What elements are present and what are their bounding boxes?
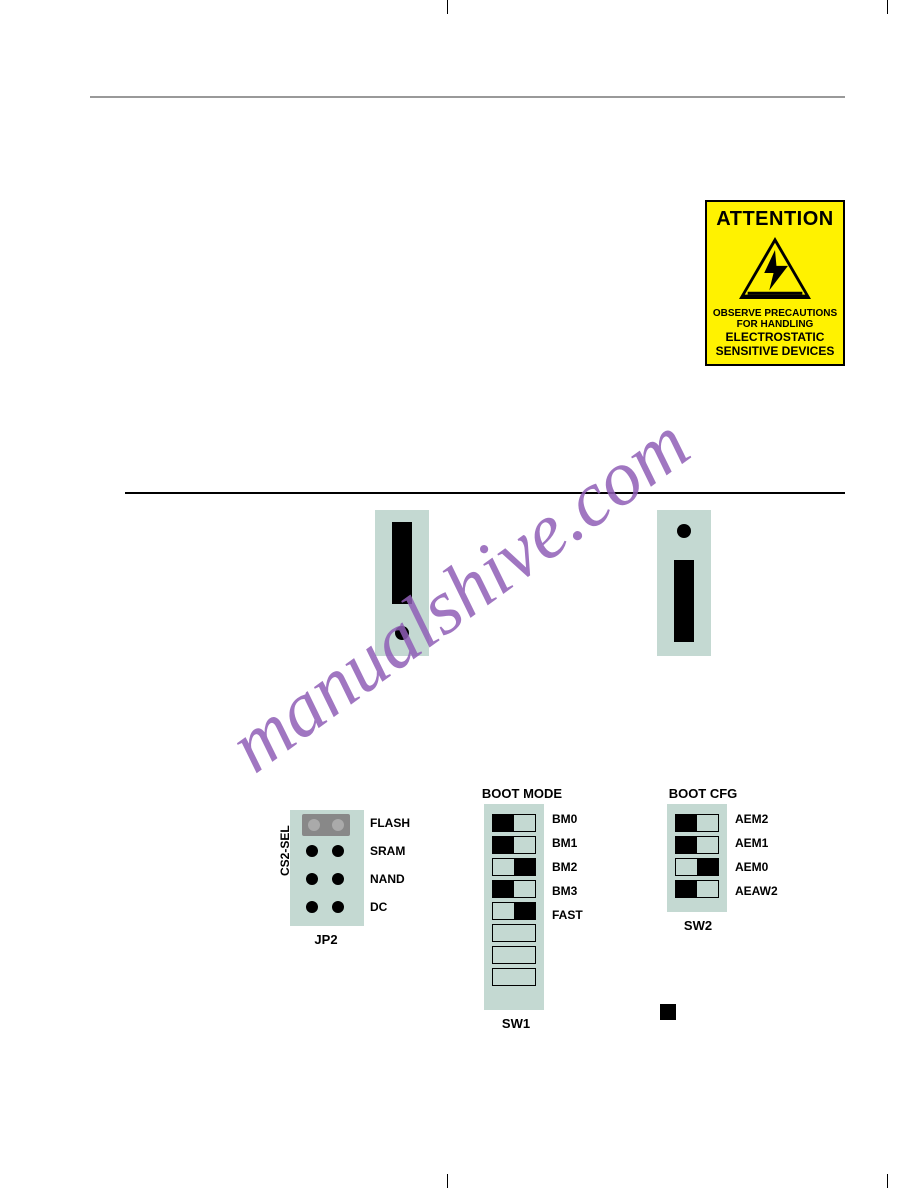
jp2-jumper-block bbox=[290, 810, 364, 926]
sw1-empty bbox=[492, 946, 536, 964]
jp2-bottom-label: JP2 bbox=[306, 932, 346, 947]
attention-text-line: ELECTROSTATIC bbox=[711, 330, 839, 344]
filled-square-marker bbox=[660, 1004, 676, 1020]
jp2-label-nand: NAND bbox=[370, 872, 405, 886]
sw2-aem0 bbox=[675, 858, 719, 876]
jp2-label-dc: DC bbox=[370, 900, 387, 914]
sw1-fast bbox=[492, 902, 536, 920]
sw2-bottom-label: SW2 bbox=[680, 918, 716, 933]
sw1-bm3 bbox=[492, 880, 536, 898]
sw2-label-aem0: AEM0 bbox=[735, 860, 768, 874]
horizontal-rule-section bbox=[125, 492, 845, 494]
page-content: ATTENTION OBSERVE PRECAUTIONS FOR HANDLI… bbox=[90, 90, 845, 494]
attention-text-line: OBSERVE PRECAUTIONS bbox=[711, 308, 839, 319]
sw1-bm0 bbox=[492, 814, 536, 832]
sw2-aeaw2 bbox=[675, 880, 719, 898]
sw1-bm1 bbox=[492, 836, 536, 854]
jp8-pin bbox=[395, 626, 409, 640]
sw1-label-bm3: BM3 bbox=[552, 884, 577, 898]
sw2-label-aem2: AEM2 bbox=[735, 812, 768, 826]
sw1-empty bbox=[492, 968, 536, 986]
attention-title: ATTENTION bbox=[711, 208, 839, 231]
sw2-label-aeaw2: AEAW2 bbox=[735, 884, 778, 898]
sw1-bottom-label: SW1 bbox=[498, 1016, 534, 1031]
esd-attention-sign: ATTENTION OBSERVE PRECAUTIONS FOR HANDLI… bbox=[705, 200, 845, 366]
page-border-mark bbox=[447, 0, 448, 14]
jp9-shunt bbox=[674, 560, 694, 642]
jp2-label-sram: SRAM bbox=[370, 844, 405, 858]
sw1-label-bm0: BM0 bbox=[552, 812, 577, 826]
attention-text-line: SENSITIVE DEVICES bbox=[711, 344, 839, 358]
sw1-label-bm2: BM2 bbox=[552, 860, 577, 874]
jp9-jumper-block bbox=[657, 510, 711, 656]
page-border-mark bbox=[887, 1174, 888, 1188]
jp8-jumper-block bbox=[375, 510, 429, 656]
attention-text-line: FOR HANDLING bbox=[711, 319, 839, 330]
horizontal-rule-top bbox=[90, 96, 845, 98]
jp8-shunt bbox=[392, 522, 412, 604]
jp2-shunt-flash bbox=[302, 814, 350, 836]
sw2-dip-block bbox=[667, 804, 727, 912]
sw1-label-bm1: BM1 bbox=[552, 836, 577, 850]
sw1-empty bbox=[492, 924, 536, 942]
sw1-label-fast: FAST bbox=[552, 908, 583, 922]
jp2-row-sram bbox=[290, 838, 364, 864]
sw2-aem2 bbox=[675, 814, 719, 832]
jp2-row-nand bbox=[290, 866, 364, 892]
sw1-bm2 bbox=[492, 858, 536, 876]
page-border-mark bbox=[887, 0, 888, 14]
esd-triangle-icon bbox=[739, 237, 811, 299]
sw2-aem1 bbox=[675, 836, 719, 854]
page-border-mark bbox=[447, 1174, 448, 1188]
sw1-dip-block bbox=[484, 804, 544, 1010]
sw1-title: BOOT MODE bbox=[472, 786, 572, 801]
jp2-label-flash: FLASH bbox=[370, 816, 410, 830]
sw2-title: BOOT CFG bbox=[658, 786, 748, 801]
jp2-row-dc bbox=[290, 894, 364, 920]
jp9-pin bbox=[677, 524, 691, 538]
sw2-label-aem1: AEM1 bbox=[735, 836, 768, 850]
